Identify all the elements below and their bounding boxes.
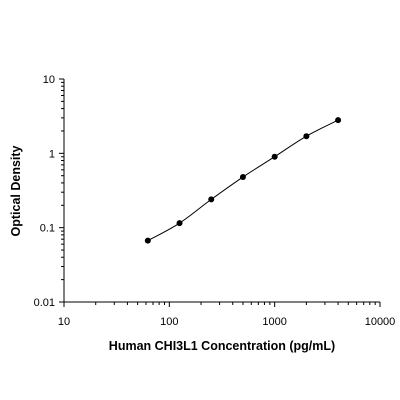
- data-point: [176, 220, 183, 227]
- data-point: [144, 237, 151, 244]
- data-point: [208, 196, 215, 203]
- axes: [63, 79, 380, 303]
- y-tick-label: 0.01: [34, 297, 55, 309]
- data-point: [271, 153, 278, 160]
- data-points: [144, 117, 342, 244]
- minor-ticks: [61, 81, 376, 305]
- x-tick-label: 10000: [365, 316, 396, 328]
- x-tick-label: 1000: [262, 316, 286, 328]
- y-tick-label: 1: [49, 148, 55, 160]
- y-axis-title: Optical Density: [9, 145, 23, 236]
- x-tick-label: 10: [58, 316, 70, 328]
- x-axis-title: Human CHI3L1 Concentration (pg/mL): [109, 339, 335, 353]
- data-point: [239, 174, 246, 181]
- fit-curve: [147, 119, 339, 242]
- major-ticks: [59, 78, 381, 307]
- data-point: [303, 133, 310, 140]
- y-tick-label: 10: [43, 74, 55, 86]
- x-tick-label: 100: [160, 316, 178, 328]
- data-point: [335, 117, 342, 124]
- tick-labels: 10 100 1000 10000 0.01 0.1 1 10: [34, 74, 396, 328]
- y-tick-label: 0.1: [40, 223, 55, 235]
